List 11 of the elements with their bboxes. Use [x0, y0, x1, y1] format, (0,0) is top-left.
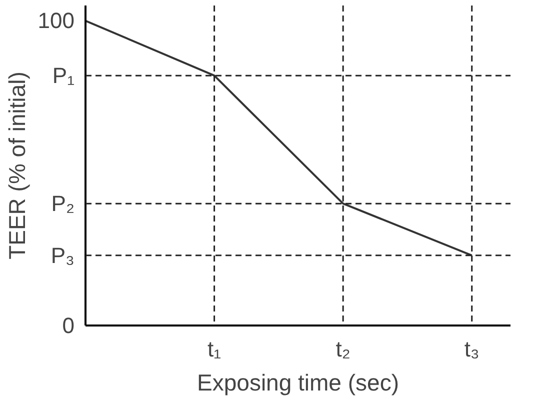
y-tick-label: P₃ — [50, 242, 75, 268]
line-series — [86, 20, 473, 256]
y-tick-label: P₁ — [52, 63, 75, 88]
x-axis-title: Exposing time (sec) — [197, 370, 399, 396]
y-tick-label: P₂ — [51, 191, 75, 216]
y-tick-label: 0 — [62, 313, 75, 338]
x-tick-label: t₃ — [464, 336, 480, 362]
x-tick-label: t₂ — [336, 336, 350, 362]
y-axis-title: TEER (% of initial) — [4, 72, 30, 260]
x-tick-label: t₁ — [208, 336, 222, 362]
y-tick-label: 100 — [38, 8, 75, 34]
